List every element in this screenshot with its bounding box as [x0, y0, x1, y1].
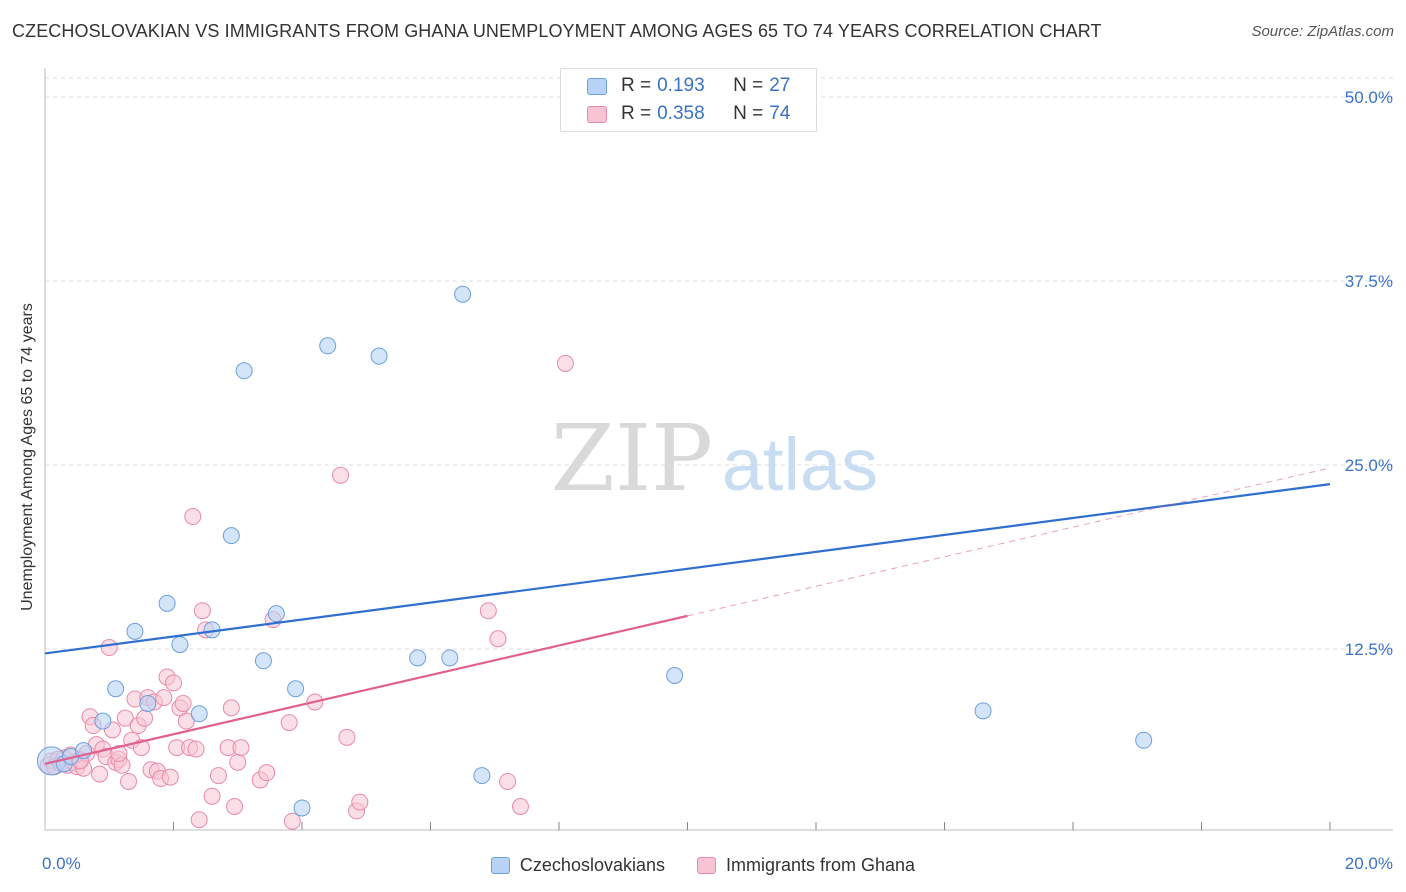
ghana-point [511, 798, 529, 816]
ghana-point [280, 714, 298, 732]
ghana-point [120, 772, 138, 790]
czech-point [254, 652, 272, 670]
czech-point [666, 666, 684, 684]
ghana-point [136, 709, 154, 727]
x-tick-label: 20.0% [1345, 854, 1393, 873]
r-value: 0.193 [657, 75, 705, 96]
czech-point [235, 362, 253, 380]
trend-lines [44, 467, 1331, 765]
czech-point [441, 649, 459, 667]
czech-point [190, 705, 208, 723]
n-label: N = [733, 75, 764, 96]
ghana-point [338, 728, 356, 746]
ghana-point [193, 602, 211, 620]
ghana-point [190, 811, 208, 829]
ghana-point [351, 793, 369, 811]
ghana-legend-swatch [697, 856, 716, 874]
legend-label-ghana: Immigrants from Ghana [726, 854, 916, 875]
ghana-point [209, 767, 227, 785]
tick-labels: 12.5% 25.0% 37.5% 50.0% 0.0% 20.0% [42, 88, 1393, 873]
n-label: N = [733, 103, 764, 124]
czech-trend-line [44, 483, 1331, 655]
r-value: 0.358 [657, 103, 705, 124]
czech-point [126, 622, 144, 640]
ghana-point [177, 712, 195, 730]
czech-point [293, 799, 311, 817]
watermark-atlas: atlas [722, 423, 878, 506]
x-tick-label: 0.0% [42, 854, 81, 873]
series-legend: Czechoslovakians Immigrants from Ghana [0, 852, 1406, 878]
y-tick-label: 12.5% [1345, 640, 1393, 659]
r-label: R = [621, 75, 652, 96]
ghana-point [489, 630, 507, 648]
czech-point [139, 694, 157, 712]
stats-legend: R = 0.193 N = 27 R = 0.358 N = 74 [560, 68, 817, 132]
n-value: 27 [769, 75, 791, 96]
ghana-swatch [587, 105, 607, 123]
ghana-point [222, 699, 240, 717]
ghana-point [187, 740, 205, 758]
stats-row-ghana: R = 0.358 N = 74 [561, 101, 790, 127]
czech-point [287, 680, 305, 698]
ghana-points [39, 354, 574, 830]
czech-point [267, 605, 285, 623]
y-tick-label: 50.0% [1345, 88, 1393, 107]
legend-item-ghana[interactable]: Immigrants from Ghana [697, 855, 915, 876]
ghana-point [161, 768, 179, 786]
ghana-point [110, 745, 128, 763]
ghana-point [479, 602, 497, 620]
czech-point [409, 649, 427, 667]
czech-legend-swatch [490, 856, 510, 874]
czech-point [370, 347, 388, 365]
y-tick-label: 37.5% [1345, 272, 1393, 291]
ghana-point [165, 674, 182, 692]
ghana-point [283, 812, 301, 830]
ghana-point [184, 508, 202, 526]
source-label: Source: ZipAtlas.com [1251, 23, 1394, 40]
legend-label-czech: Czechoslovakians [519, 854, 665, 875]
czech-point [94, 712, 112, 730]
ghana-point [174, 694, 192, 712]
czech-point [1135, 731, 1153, 749]
czech-point [171, 636, 189, 654]
ghana-point [116, 709, 134, 727]
ghana-point [203, 787, 221, 805]
czech-point [158, 594, 176, 612]
ghana-point [226, 798, 244, 816]
ghana-point [229, 753, 247, 771]
n-value: 74 [769, 103, 791, 124]
ghana-point [332, 466, 350, 484]
czech-swatch [587, 77, 607, 95]
ghana-point [232, 739, 250, 757]
legend-item-czech[interactable]: Czechoslovakians [490, 854, 665, 876]
ghana-point [100, 639, 118, 657]
czech-point [222, 527, 240, 545]
ghana-point [499, 772, 517, 790]
czech-point [974, 702, 992, 720]
chart-title: CZECHOSLOVAKIAN VS IMMIGRANTS FROM GHANA… [12, 21, 1102, 41]
r-label: R = [621, 103, 652, 124]
ghana-point [556, 354, 574, 372]
czech-point [107, 680, 125, 698]
ghana-point [155, 689, 173, 707]
ghana-trend-line [44, 614, 688, 765]
stats-row-czech: R = 0.193 N = 27 [561, 73, 790, 99]
czech-points [36, 285, 1153, 817]
watermark-zip: ZIP [551, 405, 713, 512]
czech-point [454, 285, 472, 303]
axes [44, 68, 1393, 831]
ghana-point [258, 764, 276, 782]
czech-point [319, 337, 337, 355]
ghana-point [91, 765, 109, 783]
czech-point [473, 767, 491, 785]
y-tick-label: 25.0% [1345, 456, 1393, 475]
watermark: ZIP atlas [551, 405, 878, 512]
